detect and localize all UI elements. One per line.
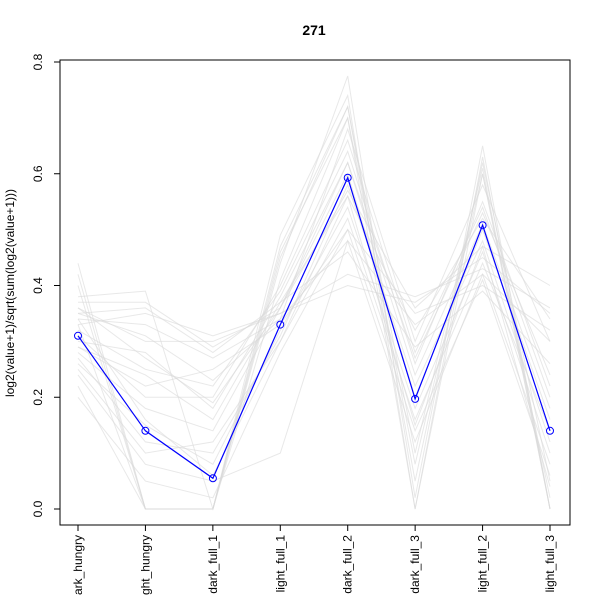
background-series-line-20 [77, 105, 551, 510]
highlight-point-1 [141, 426, 150, 435]
background-series-line-14 [77, 183, 551, 454]
background-series-line-22 [77, 240, 551, 382]
highlight-series-line [77, 176, 551, 480]
background-series-line-11 [77, 161, 551, 410]
x-tick-label-5: dark_full_3 [408, 535, 422, 594]
x-tick-label-6: light_full_2 [476, 535, 490, 593]
highlight-series-group [74, 173, 554, 483]
highlight-point-3 [276, 320, 285, 329]
background-series-line-19 [77, 228, 551, 499]
y-axis-label: log2(value+1)/sqrt(sum(log2(value+1))) [3, 189, 17, 397]
x-tick-label-7: light_full_3 [543, 535, 557, 593]
highlight-point-5 [411, 394, 420, 403]
highlight-point-2 [208, 474, 217, 483]
background-series-line-15 [77, 206, 551, 465]
background-series-line-0 [77, 75, 551, 510]
x-tick-label-1: ght_hungry [138, 535, 152, 595]
y-axis: 0.0 0.2 0.4 0.6 0.8 [31, 53, 60, 517]
background-series-line-17 [77, 239, 551, 482]
highlight-point-7 [546, 426, 554, 435]
highlight-point-4 [343, 173, 352, 182]
x-tick-label-3: light_full_1 [273, 535, 287, 593]
background-series-line-9 [77, 150, 551, 387]
background-series-line-2 [77, 105, 551, 510]
plot-frame [59, 59, 571, 526]
background-series-line-16 [77, 217, 551, 454]
y-tick-label-2: 0.4 [31, 277, 45, 294]
background-series-line-8 [77, 268, 551, 337]
x-tick-label-4: dark_full_2 [341, 535, 355, 594]
y-tick-label-0: 0.0 [31, 500, 45, 517]
y-tick-label-3: 0.6 [31, 165, 45, 182]
x-tick-label-0: ark_hungry [71, 535, 85, 595]
x-axis: ark_hungry ght_hungry dark_full_1 light_ful… [71, 525, 557, 595]
highlight-point-0 [74, 331, 82, 340]
background-series-line-12 [77, 228, 551, 387]
x-tick-label-2: dark_full_1 [206, 535, 220, 594]
background-series-line-21 [77, 251, 551, 421]
background-series-line-23 [77, 161, 551, 404]
chart-title: 271 [302, 22, 326, 38]
background-series-line-24 [77, 194, 551, 487]
background-series-line-7 [77, 127, 551, 359]
background-series-line-10 [77, 138, 551, 398]
background-series-group [77, 75, 551, 511]
y-tick-label-1: 0.2 [31, 389, 45, 406]
background-series-line-13 [77, 172, 551, 432]
y-tick-label-4: 0.8 [31, 53, 45, 70]
highlight-point-6 [478, 221, 487, 230]
